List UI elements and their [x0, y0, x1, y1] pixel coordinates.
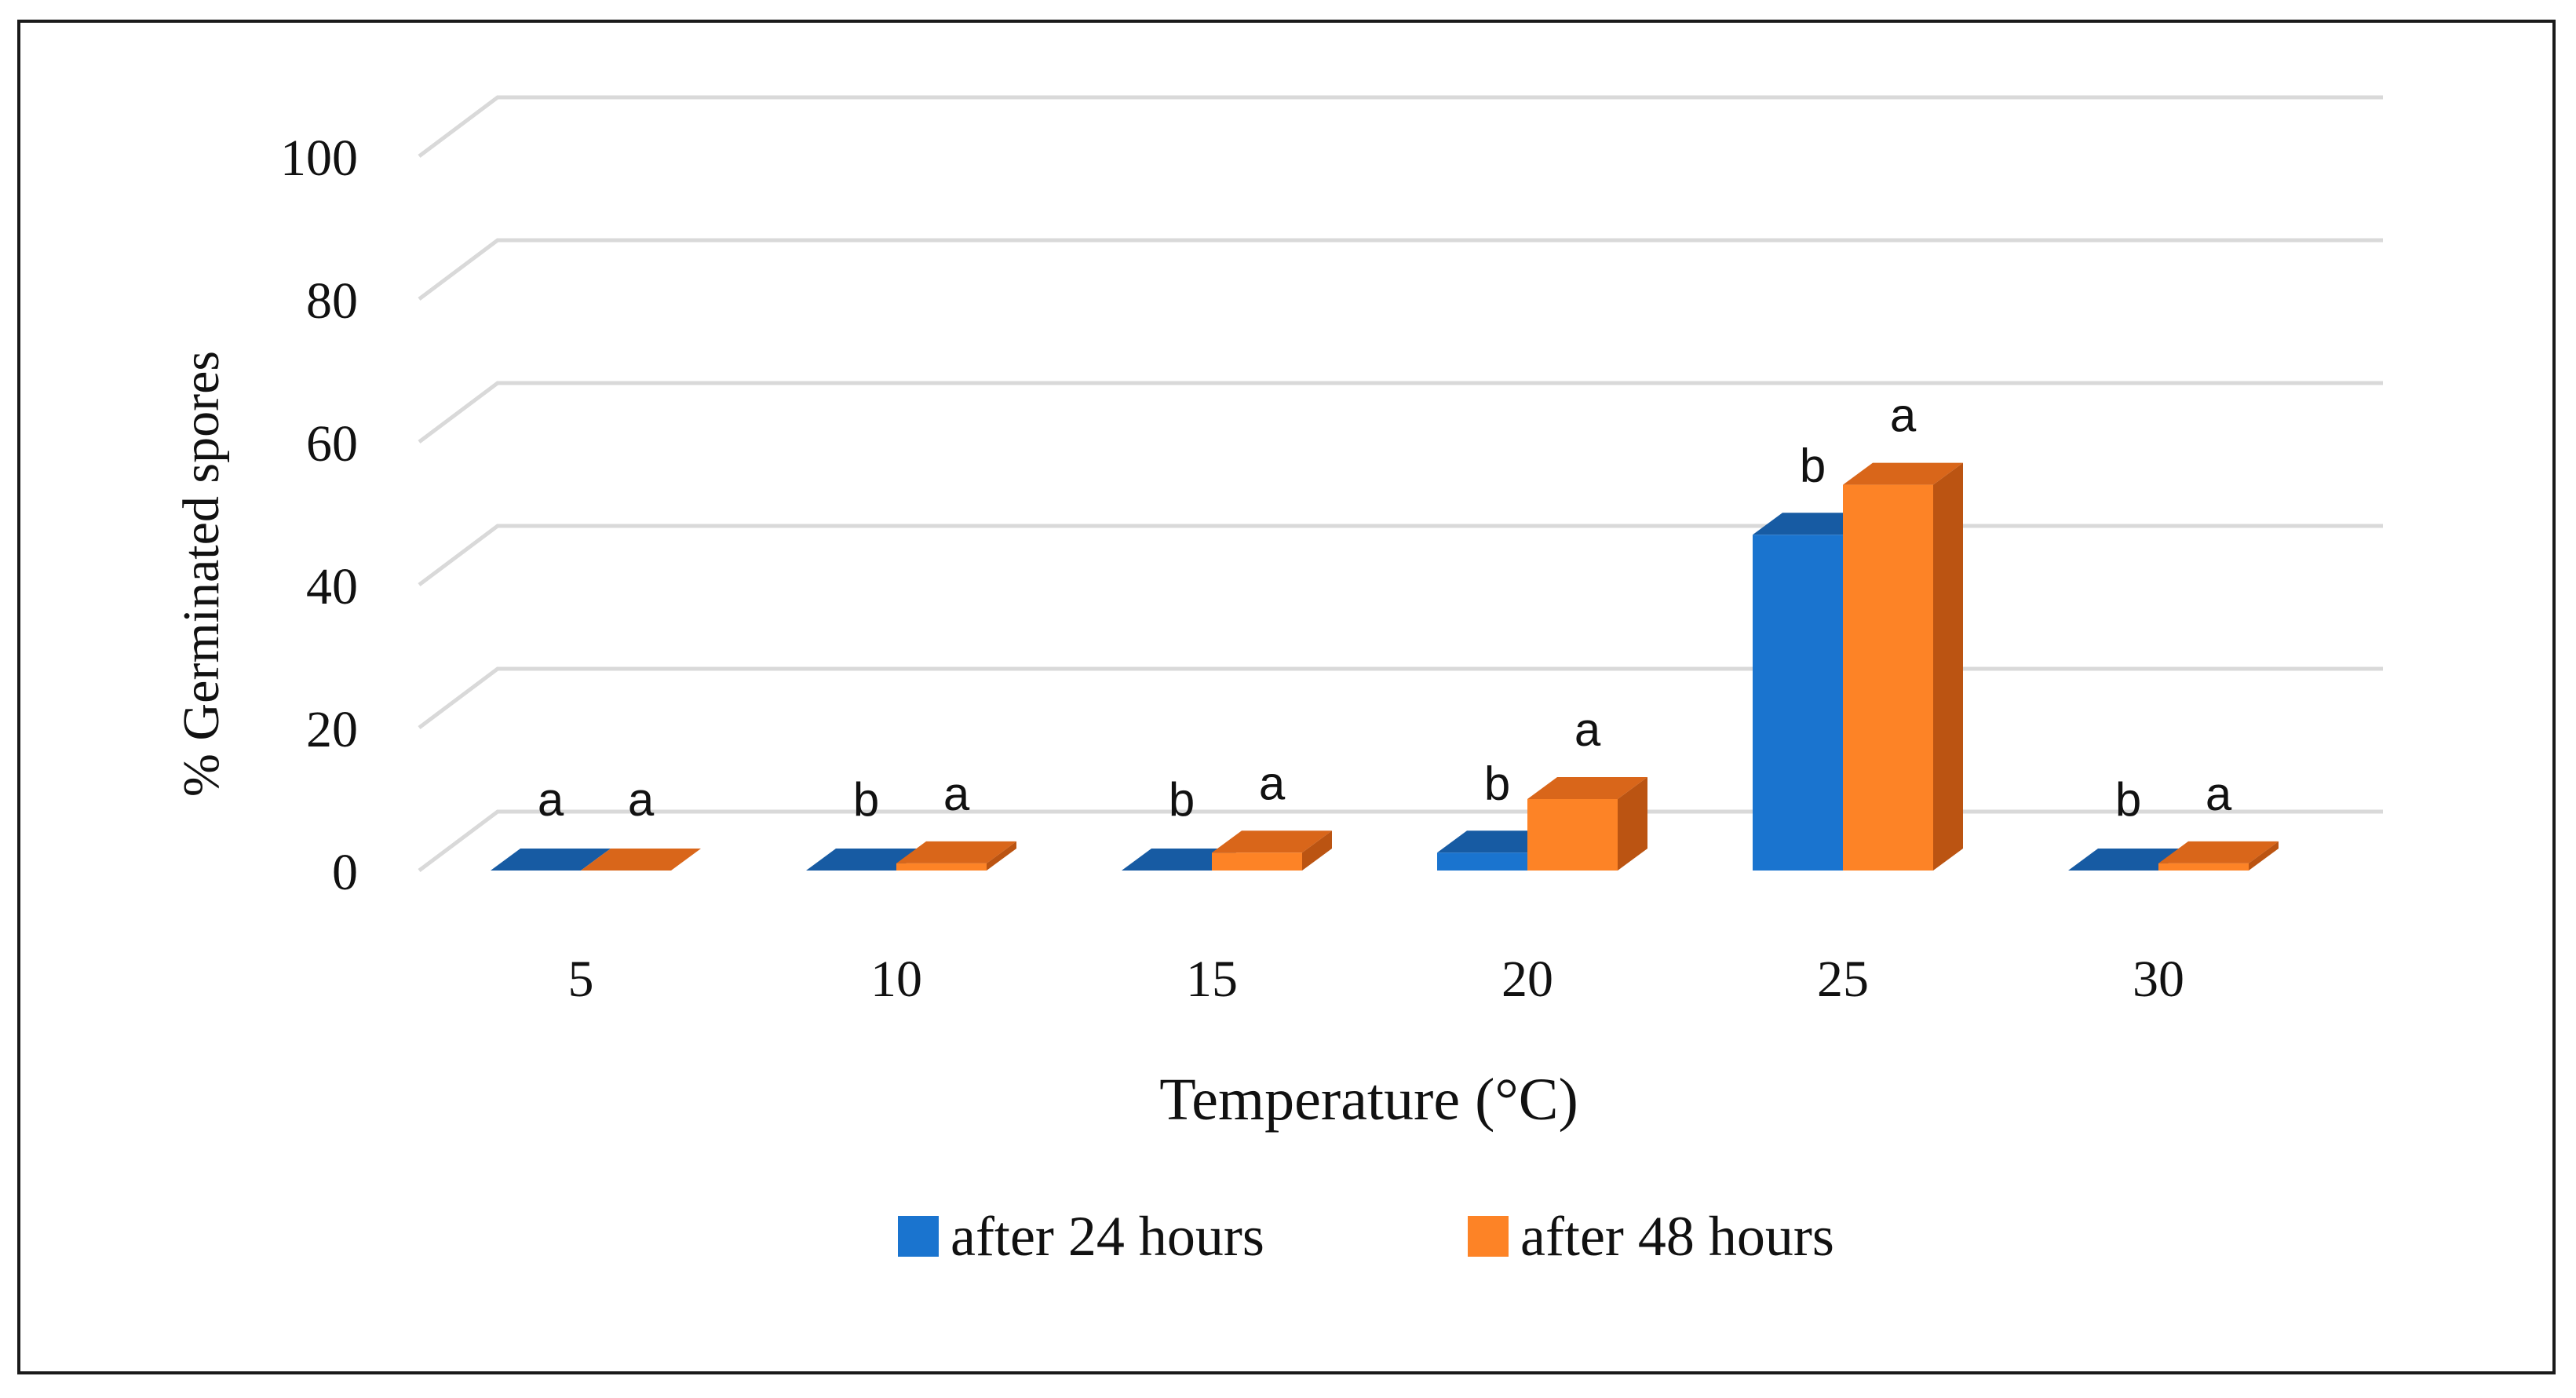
bar-after-48-hours-25 — [1843, 462, 1963, 871]
x-axis-title: Temperature (°C) — [1159, 1067, 1578, 1133]
gridline-20 — [418, 666, 2383, 729]
gridline-60 — [418, 381, 2383, 443]
bar-top-face — [2068, 849, 2188, 871]
sig-label-after-48-hours-5: a — [628, 773, 655, 826]
legend-swatch-24h — [898, 1216, 939, 1257]
y-tick-label-20: 20 — [306, 701, 358, 758]
sig-label-after-24-hours-15: b — [1169, 773, 1195, 826]
bar-front-face — [2158, 863, 2249, 871]
y-tick-label-100: 100 — [280, 130, 358, 187]
bar-after-48-hours-5 — [581, 849, 701, 871]
bar-top-face — [491, 849, 611, 871]
bar-front-face — [1843, 484, 1933, 871]
bar-top-face — [581, 849, 701, 871]
bar-after-24-hours-30 — [2068, 849, 2188, 871]
sig-label-after-48-hours-25: a — [1890, 389, 1917, 442]
y-axis-ticks: 0 20 40 60 80 100 — [280, 130, 358, 901]
sig-label-after-48-hours-10: a — [943, 768, 970, 820]
bar-front-face — [896, 863, 987, 871]
y-axis-title: % Germinated spores — [173, 351, 230, 797]
legend-label-48h: after 48 hours — [1520, 1205, 1834, 1268]
sig-label-after-48-hours-20: a — [1574, 703, 1601, 756]
sig-label-after-48-hours-15: a — [1259, 757, 1286, 809]
bar-front-face — [1437, 852, 1527, 871]
bar-side-face — [1302, 830, 1332, 871]
bar-after-48-hours-30 — [2158, 841, 2279, 871]
bar-chart: 0 20 40 60 80 100 a a b a b a b a b a b a 5 10 15 20 25 30 % … — [173, 95, 2383, 1268]
legend-swatch-48h — [1468, 1216, 1509, 1257]
gridline-40 — [418, 524, 2383, 586]
bar-top-face — [2158, 841, 2279, 863]
bar-top-face — [1122, 849, 1242, 871]
sig-label-after-48-hours-30: a — [2206, 768, 2232, 820]
gridline-80 — [418, 238, 2383, 301]
bar-top-face — [1843, 462, 1963, 485]
significance-labels: a a b a b a b a b a b a — [538, 389, 2232, 826]
bar-after-48-hours-20 — [1527, 777, 1647, 871]
x-tick-label-5: 5 — [568, 951, 594, 1008]
bar-after-24-hours-5 — [491, 849, 611, 871]
bar-after-48-hours-15 — [1212, 830, 1332, 871]
bar-top-face — [1212, 830, 1332, 853]
sig-label-after-24-hours-10: b — [853, 773, 879, 826]
bar-top-face — [806, 849, 926, 871]
legend-label-24h: after 24 hours — [950, 1205, 1264, 1268]
x-tick-label-15: 15 — [1186, 951, 1238, 1008]
y-tick-label-40: 40 — [306, 558, 358, 615]
bar-side-face — [987, 841, 1016, 871]
sig-label-after-24-hours-25: b — [1800, 439, 1826, 491]
x-tick-label-30: 30 — [2133, 951, 2184, 1008]
bar-after-24-hours-10 — [806, 849, 926, 871]
x-tick-label-20: 20 — [1501, 951, 1553, 1008]
bar-front-face — [1212, 852, 1302, 871]
bar-top-face — [896, 841, 1016, 863]
x-tick-label-25: 25 — [1817, 951, 1869, 1008]
bar-side-face — [1618, 777, 1647, 871]
chart-frame: 0 20 40 60 80 100 a a b a b a b a b a b a 5 10 15 20 25 30 % … — [17, 20, 2556, 1374]
bar-front-face — [1753, 535, 1843, 871]
sig-label-after-24-hours-30: b — [2115, 773, 2141, 826]
bar-after-48-hours-10 — [896, 841, 1016, 871]
sig-label-after-24-hours-20: b — [1484, 757, 1510, 809]
bar-front-face — [1527, 799, 1618, 871]
bars — [491, 462, 2279, 871]
x-axis-ticks: 5 10 15 20 25 30 — [568, 951, 2185, 1008]
gridlines — [418, 95, 2383, 872]
sig-label-after-24-hours-5: a — [538, 773, 564, 826]
bar-side-face — [1933, 462, 1963, 871]
gridline-100 — [418, 95, 2383, 158]
bar-top-face — [1753, 513, 1873, 535]
bar-after-24-hours-15 — [1122, 849, 1242, 871]
y-tick-label-0: 0 — [332, 844, 358, 901]
legend: after 24 hours after 48 hours — [898, 1205, 1834, 1268]
x-tick-label-10: 10 — [870, 951, 922, 1008]
bar-top-face — [1437, 830, 1557, 853]
bar-top-face — [1527, 777, 1647, 799]
y-tick-label-60: 60 — [306, 415, 358, 473]
bar-side-face — [2249, 841, 2279, 871]
y-tick-label-80: 80 — [306, 272, 358, 330]
